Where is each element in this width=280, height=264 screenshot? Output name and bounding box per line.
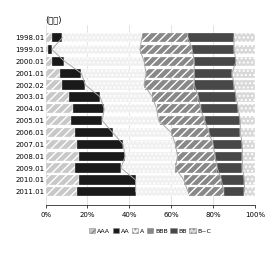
Bar xyxy=(46,104,73,114)
Bar xyxy=(77,187,136,196)
Bar xyxy=(69,92,100,102)
Bar xyxy=(142,33,188,42)
Bar xyxy=(175,140,213,149)
Bar xyxy=(52,57,64,66)
Bar xyxy=(242,140,255,149)
Bar xyxy=(81,69,146,78)
Bar xyxy=(192,45,234,54)
Bar xyxy=(234,45,255,54)
Bar xyxy=(236,57,255,66)
Bar xyxy=(46,187,77,196)
Bar xyxy=(121,163,175,173)
Bar xyxy=(46,152,79,161)
Bar xyxy=(217,163,242,173)
Bar xyxy=(46,81,62,90)
Bar xyxy=(62,33,142,42)
Bar xyxy=(48,45,52,54)
Bar xyxy=(234,81,255,90)
Bar xyxy=(194,57,236,66)
Bar xyxy=(234,33,255,42)
Bar xyxy=(71,116,102,125)
Bar xyxy=(199,92,236,102)
Bar xyxy=(104,104,157,114)
Bar xyxy=(194,69,232,78)
Bar xyxy=(221,175,244,185)
Bar xyxy=(144,57,194,66)
Bar xyxy=(136,175,184,185)
Bar xyxy=(171,128,209,137)
Bar xyxy=(136,187,188,196)
Bar xyxy=(157,104,200,114)
Bar xyxy=(144,81,194,90)
Bar xyxy=(77,140,123,149)
Bar xyxy=(159,116,205,125)
Bar xyxy=(46,128,75,137)
Bar xyxy=(200,104,238,114)
Bar xyxy=(46,69,60,78)
Bar xyxy=(79,152,125,161)
Legend: AAA, AA, A, BBB, BB, B~C: AAA, AA, A, BBB, BB, B~C xyxy=(87,226,214,236)
Bar xyxy=(52,33,62,42)
Bar xyxy=(102,116,159,125)
Bar xyxy=(223,187,244,196)
Bar xyxy=(125,152,178,161)
Bar xyxy=(60,69,81,78)
Bar xyxy=(240,116,255,125)
Bar xyxy=(188,33,234,42)
Bar xyxy=(46,140,77,149)
Bar xyxy=(85,81,144,90)
Bar xyxy=(62,81,85,90)
Bar xyxy=(232,69,255,78)
Bar xyxy=(242,152,255,161)
Bar xyxy=(242,163,255,173)
Bar xyxy=(175,163,217,173)
Bar xyxy=(244,175,255,185)
Bar xyxy=(205,116,240,125)
Bar xyxy=(46,116,71,125)
Bar xyxy=(79,175,136,185)
Bar xyxy=(113,128,171,137)
Bar xyxy=(213,140,242,149)
Text: (연도): (연도) xyxy=(46,15,62,24)
Bar xyxy=(46,33,52,42)
Bar xyxy=(46,57,52,66)
Bar xyxy=(146,69,194,78)
Bar xyxy=(123,140,175,149)
Bar xyxy=(46,92,69,102)
Bar xyxy=(184,175,221,185)
Bar xyxy=(73,104,104,114)
Bar xyxy=(46,175,79,185)
Bar xyxy=(215,152,242,161)
Bar xyxy=(75,163,121,173)
Bar xyxy=(75,128,113,137)
Bar xyxy=(244,187,255,196)
Bar xyxy=(152,92,199,102)
Bar xyxy=(52,45,140,54)
Bar xyxy=(100,92,152,102)
Bar xyxy=(209,128,240,137)
Bar xyxy=(178,152,215,161)
Bar xyxy=(64,57,144,66)
Bar xyxy=(46,45,48,54)
Bar xyxy=(240,128,255,137)
Bar xyxy=(46,163,75,173)
Bar xyxy=(188,187,223,196)
Bar xyxy=(140,45,192,54)
Bar xyxy=(194,81,234,90)
Bar xyxy=(236,92,255,102)
Bar xyxy=(238,104,255,114)
